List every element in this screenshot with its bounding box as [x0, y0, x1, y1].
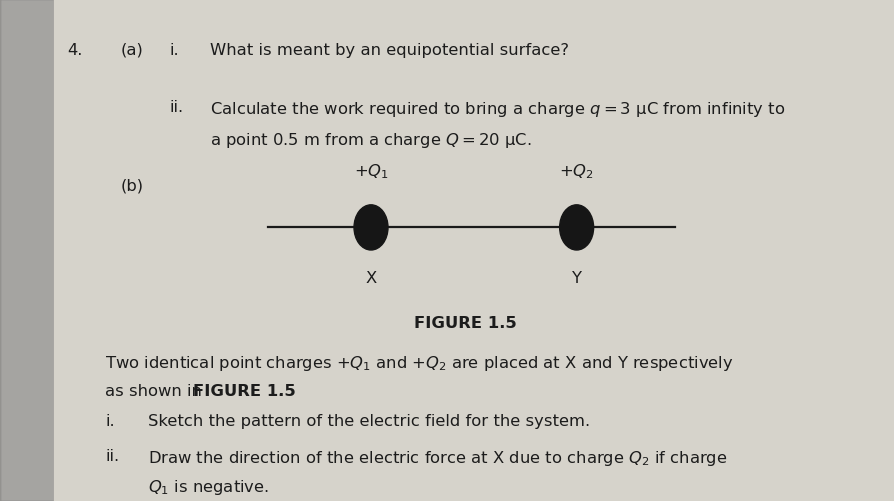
- Text: as shown in: as shown in: [105, 383, 207, 398]
- Text: (a): (a): [121, 43, 144, 58]
- Text: ii.: ii.: [105, 448, 120, 463]
- Text: Draw the direction of the electric force at X due to charge $Q_2$ if charge: Draw the direction of the electric force…: [148, 448, 727, 467]
- Ellipse shape: [560, 205, 594, 250]
- Text: Y: Y: [571, 271, 582, 286]
- Text: Calculate the work required to bring a charge $q = 3$ μC from infinity to: Calculate the work required to bring a c…: [210, 100, 786, 119]
- Polygon shape: [54, 0, 894, 501]
- Text: (b): (b): [121, 178, 144, 193]
- Text: .: .: [277, 383, 283, 398]
- Text: FIGURE 1.5: FIGURE 1.5: [193, 383, 296, 398]
- Text: X: X: [366, 271, 376, 286]
- Text: $+Q_2$: $+Q_2$: [560, 162, 594, 180]
- Text: i.: i.: [105, 413, 115, 428]
- Text: $Q_1$ is negative.: $Q_1$ is negative.: [148, 477, 268, 496]
- Text: i.: i.: [170, 43, 180, 58]
- Text: $+Q_1$: $+Q_1$: [354, 162, 388, 180]
- Text: What is meant by an equipotential surface?: What is meant by an equipotential surfac…: [210, 43, 569, 58]
- Text: a point 0.5 m from a charge $Q = 20$ μC.: a point 0.5 m from a charge $Q = 20$ μC.: [210, 130, 532, 149]
- Ellipse shape: [354, 205, 388, 250]
- Text: ii.: ii.: [170, 100, 184, 115]
- Polygon shape: [0, 0, 54, 501]
- Text: Sketch the pattern of the electric field for the system.: Sketch the pattern of the electric field…: [148, 413, 590, 428]
- Text: 4.: 4.: [67, 43, 82, 58]
- Text: FIGURE 1.5: FIGURE 1.5: [414, 316, 516, 331]
- Text: Two identical point charges $+Q_1$ and $+Q_2$ are placed at X and Y respectively: Two identical point charges $+Q_1$ and $…: [105, 353, 734, 372]
